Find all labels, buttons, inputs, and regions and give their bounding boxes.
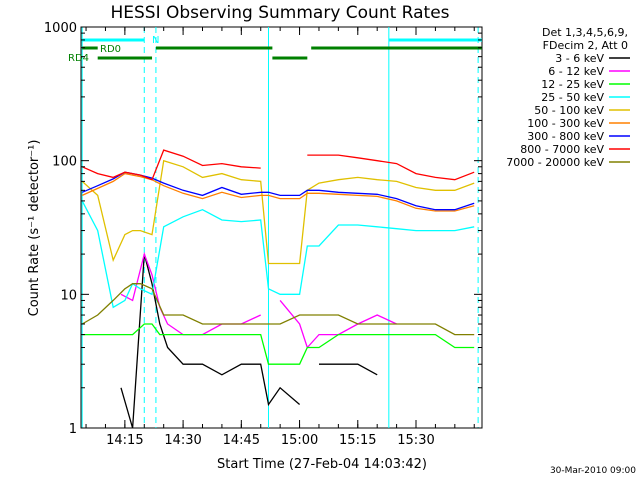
y-axis-label: Count Rate (s⁻¹ detector⁻¹) <box>27 140 42 317</box>
y-tick-label: 100 <box>52 155 77 170</box>
plot-area <box>80 26 483 429</box>
series-line-1 <box>279 299 397 349</box>
flag-label-n: N <box>152 35 159 46</box>
y-tick-label: 1 <box>69 422 77 437</box>
x-tick-label: 14:15 <box>106 433 143 448</box>
legend-entry: 7000 - 20000 keV <box>506 156 604 169</box>
legend-entry: 50 - 100 keV <box>534 104 604 117</box>
legend-entry: 6 - 12 keV <box>548 65 604 78</box>
legend-header: Det 1,3,4,5,6,9, <box>542 26 628 39</box>
series-line-8 <box>81 283 475 336</box>
series-line-7 <box>307 154 475 181</box>
x-axis-label: Start Time (27-Feb-04 14:03:42) <box>217 457 427 472</box>
legend-header: FDecim 2, Att 0 <box>543 39 628 52</box>
chart-title: HESSI Observing Summary Count Rates <box>110 3 449 23</box>
legend-entry: 3 - 6 keV <box>555 52 604 65</box>
flag-label-rd0: RD0 <box>100 44 121 55</box>
x-tick-label: 14:30 <box>164 433 201 448</box>
legend-entry: 300 - 800 keV <box>527 130 604 143</box>
legend: Det 1,3,4,5,6,9,FDecim 2, Att 03 - 6 keV… <box>506 26 630 169</box>
legend-entry: 12 - 25 keV <box>541 78 604 91</box>
y-tick-label: 10 <box>60 288 77 303</box>
axes: 14:15 14:30 14:45 15:00 15:15 15:30 1 10 100 1000 <box>44 21 482 448</box>
legend-entry: 25 - 50 keV <box>541 91 604 104</box>
series-line-5 <box>81 172 475 212</box>
series-lines <box>81 149 475 429</box>
flag-label-rd4: RD4 <box>68 53 89 64</box>
x-tick-label: 15:15 <box>339 433 376 448</box>
flag-bars: RD0 RD4 N <box>68 35 482 64</box>
legend-entry: 800 - 7000 keV <box>520 143 604 156</box>
y-tick-label: 1000 <box>44 21 77 36</box>
x-tick-label: 15:30 <box>397 433 434 448</box>
x-tick-label: 14:45 <box>223 433 260 448</box>
series-line-3 <box>81 200 475 309</box>
series-line-2 <box>82 323 475 365</box>
footnote-timestamp: 30-Mar-2010 09:00 <box>550 466 636 476</box>
series-line-4 <box>81 159 475 265</box>
x-tick-label: 15:00 <box>281 433 318 448</box>
legend-entry: 100 - 300 keV <box>527 117 604 130</box>
series-line-0 <box>319 363 378 376</box>
series-line-7 <box>81 149 261 181</box>
